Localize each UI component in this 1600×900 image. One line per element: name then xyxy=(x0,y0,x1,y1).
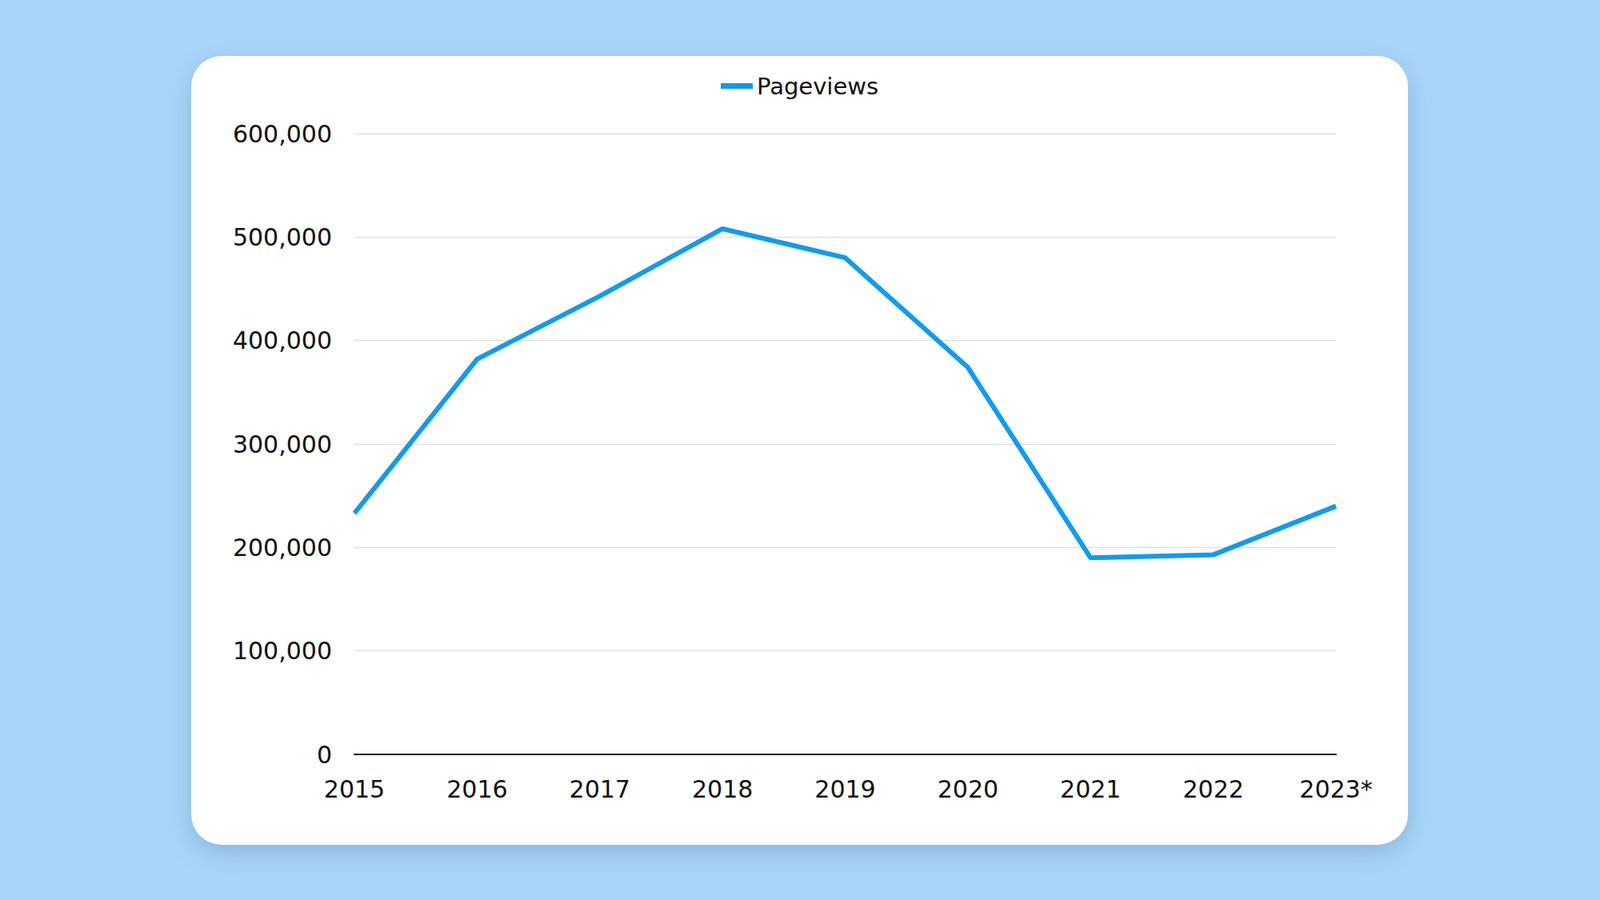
svg-text:2016: 2016 xyxy=(446,775,508,804)
svg-text:500,000: 500,000 xyxy=(232,223,332,252)
svg-text:100,000: 100,000 xyxy=(232,636,332,665)
svg-text:2022: 2022 xyxy=(1182,775,1244,804)
svg-text:2020: 2020 xyxy=(937,775,999,804)
svg-text:2023*: 2023* xyxy=(1299,775,1372,804)
svg-text:600,000: 600,000 xyxy=(232,120,332,148)
svg-text:0: 0 xyxy=(316,740,332,769)
svg-text:Pageviews: Pageviews xyxy=(756,72,879,100)
svg-text:400,000: 400,000 xyxy=(232,326,332,355)
svg-text:2021: 2021 xyxy=(1060,775,1121,804)
svg-text:200,000: 200,000 xyxy=(232,533,332,562)
svg-text:300,000: 300,000 xyxy=(232,430,332,459)
svg-text:2015: 2015 xyxy=(324,775,385,804)
svg-text:2019: 2019 xyxy=(814,775,876,804)
svg-text:2017: 2017 xyxy=(569,775,631,804)
svg-text:2018: 2018 xyxy=(692,775,753,804)
